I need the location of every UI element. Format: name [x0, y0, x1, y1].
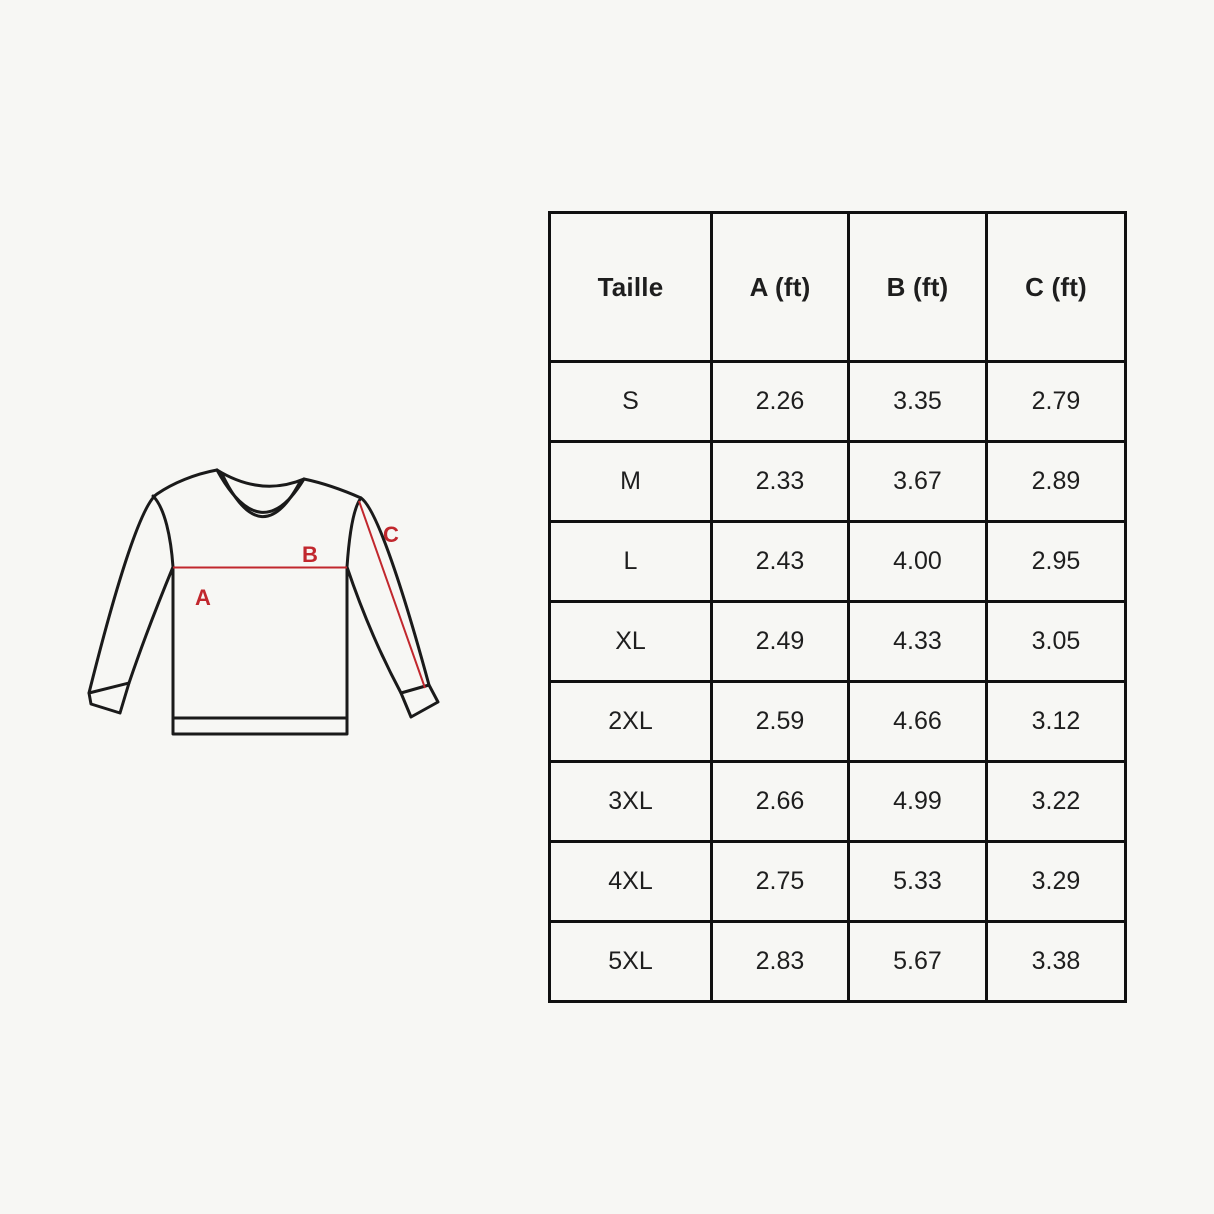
table-row-xl: XL 2.49 4.33 3.05	[548, 600, 1127, 683]
value-cell-b: 4.99	[847, 760, 988, 843]
value-cell-c: 3.29	[985, 840, 1127, 923]
shirt-measurement-diagram: A B C	[75, 450, 465, 760]
value-cell-b: 4.33	[847, 600, 988, 683]
value-cell-a: 2.43	[710, 520, 850, 603]
size-cell: S	[548, 360, 713, 443]
table-row-s: S 2.26 3.35 2.79	[548, 360, 1127, 443]
size-table: Taille A (ft) B (ft) C (ft) S 2.26 3.35 …	[548, 211, 1127, 1003]
left-sleeve-outer-edge	[87, 468, 219, 695]
right-sleeve-inner-edge	[345, 565, 403, 695]
left-body-side-curve	[151, 494, 175, 569]
size-cell: 5XL	[548, 920, 713, 1003]
value-cell-b: 4.66	[847, 680, 988, 763]
value-cell-a: 2.49	[710, 600, 850, 683]
value-cell-b: 5.33	[847, 840, 988, 923]
size-cell: 4XL	[548, 840, 713, 923]
value-cell-a: 2.33	[710, 440, 850, 523]
size-cell: XL	[548, 600, 713, 683]
header-cell-b: B (ft)	[847, 211, 988, 363]
right-body-side-curve	[345, 496, 363, 569]
table-row-4xl: 4XL 2.75 5.33 3.29	[548, 840, 1127, 923]
value-cell-c: 3.05	[985, 600, 1127, 683]
value-cell-a: 2.66	[710, 760, 850, 843]
value-cell-c: 2.89	[985, 440, 1127, 523]
shirt-outline	[87, 468, 440, 736]
collar-back-line	[215, 468, 306, 488]
size-table-header: Taille A (ft) B (ft) C (ft)	[548, 211, 1127, 363]
measure-label-c: C	[383, 522, 399, 547]
value-cell-c: 2.79	[985, 360, 1127, 443]
value-cell-c: 3.12	[985, 680, 1127, 763]
measure-label-b: B	[302, 542, 318, 567]
size-cell: M	[548, 440, 713, 523]
value-cell-b: 4.00	[847, 520, 988, 603]
measure-line-c	[358, 500, 426, 689]
shirt-diagram-svg: A B C	[87, 468, 440, 736]
table-row-m: M 2.33 3.67 2.89	[548, 440, 1127, 523]
header-row: Taille A (ft) B (ft) C (ft)	[548, 211, 1127, 363]
value-cell-a: 2.59	[710, 680, 850, 763]
right-sleeve-outer-edge	[359, 496, 431, 687]
table-row-2xl: 2XL 2.59 4.66 3.12	[548, 680, 1127, 763]
size-cell: 2XL	[548, 680, 713, 763]
size-table-container: Taille A (ft) B (ft) C (ft) S 2.26 3.35 …	[548, 211, 1127, 1003]
size-cell: 3XL	[548, 760, 713, 843]
measure-label-a: A	[195, 585, 211, 610]
value-cell-a: 2.75	[710, 840, 850, 923]
value-cell-b: 3.35	[847, 360, 988, 443]
header-cell-taille: Taille	[548, 211, 713, 363]
measurement-indicators: A B C	[173, 500, 426, 689]
collar-front-inner-line	[220, 472, 302, 518]
table-row-5xl: 5XL 2.83 5.67 3.38	[548, 920, 1127, 1003]
value-cell-a: 2.26	[710, 360, 850, 443]
value-cell-c: 2.95	[985, 520, 1127, 603]
right-shoulder-line	[302, 477, 363, 500]
table-row-3xl: 3XL 2.66 4.99 3.22	[548, 760, 1127, 843]
right-cuff	[399, 683, 440, 719]
left-sleeve-inner-edge	[127, 565, 175, 685]
value-cell-a: 2.83	[710, 920, 850, 1003]
value-cell-b: 5.67	[847, 920, 988, 1003]
body-outline	[171, 565, 349, 736]
value-cell-c: 3.38	[985, 920, 1127, 1003]
value-cell-c: 3.22	[985, 760, 1127, 843]
header-cell-c: C (ft)	[985, 211, 1127, 363]
value-cell-b: 3.67	[847, 440, 988, 523]
size-table-body: S 2.26 3.35 2.79 M 2.33 3.67 2.89 L 2.43…	[548, 360, 1127, 1003]
header-cell-a: A (ft)	[710, 211, 850, 363]
left-cuff	[87, 681, 131, 715]
table-row-l: L 2.43 4.00 2.95	[548, 520, 1127, 603]
size-cell: L	[548, 520, 713, 603]
